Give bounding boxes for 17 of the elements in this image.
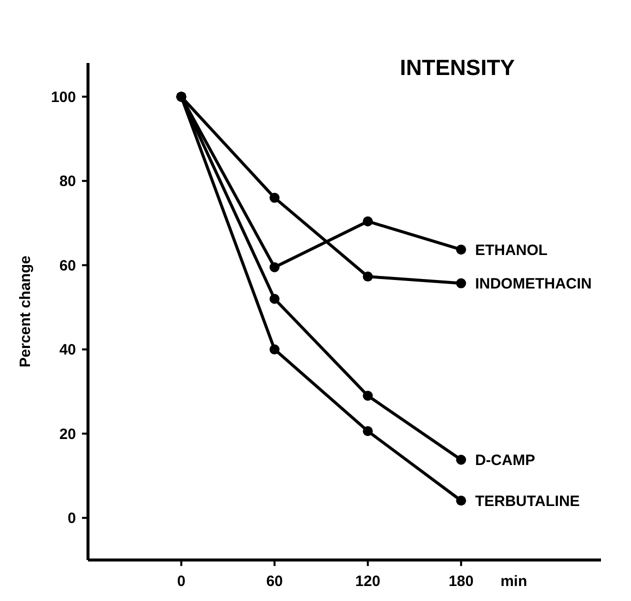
x-tick-label: 120 [355,573,380,590]
y-tick-label: 80 [59,173,76,190]
y-tick-label: 100 [50,88,76,106]
y-tick-label: 0 [68,510,76,528]
x-tick-label: 180 [448,573,474,590]
y-tick-label: 40 [59,342,76,359]
series-label: D-CAMP [475,452,536,470]
series-label: TERBUTALINE [475,492,580,510]
chart-title: INTENSITY [400,55,516,80]
y-tick-label: 20 [59,426,76,443]
y-tick-label: 60 [59,257,76,274]
series-label: ETHANOL [475,242,548,259]
series-label: INDOMETHACIN [475,276,592,293]
x-tick-label: 60 [266,573,283,590]
x-axis-title: min [500,573,528,590]
x-tick-label: 0 [177,573,186,590]
y-axis-title: Percent change [17,256,34,368]
